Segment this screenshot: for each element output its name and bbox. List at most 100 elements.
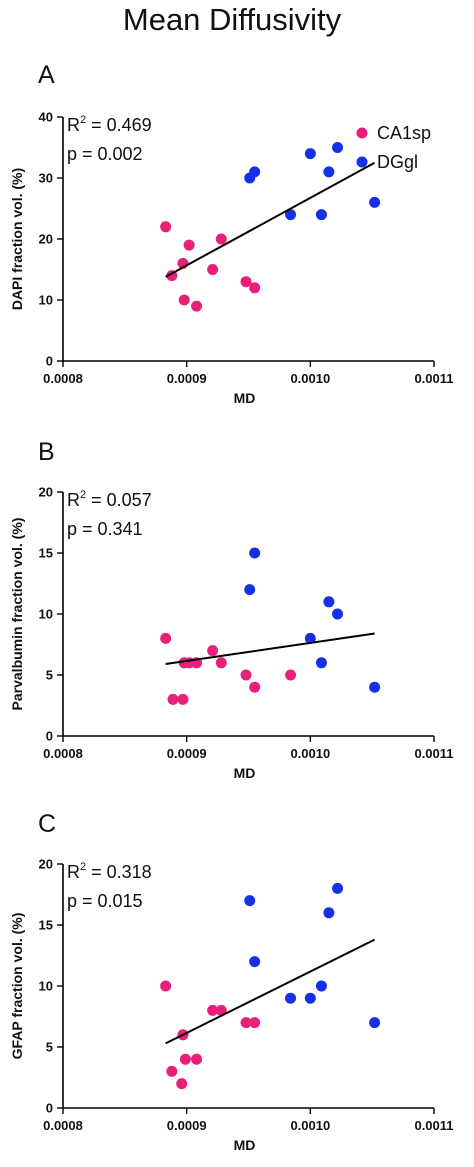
data-point-ca1sp [215, 657, 227, 669]
panel-letter-b: B [38, 438, 55, 466]
data-point-dggl [332, 142, 344, 153]
x-axis-title: MD [234, 390, 256, 406]
data-point-ca1sp [249, 1017, 261, 1029]
x-tick-label: 0.0011 [414, 1118, 453, 1133]
data-point-dggl [323, 166, 335, 178]
panel-letter-c: C [38, 810, 56, 838]
data-point-dggl [369, 196, 381, 208]
x-tick-label: 0.0008 [43, 1118, 83, 1133]
data-point-ca1sp [167, 693, 179, 705]
data-point-ca1sp [240, 276, 252, 288]
regression-line [165, 632, 375, 666]
figure-title: Mean Diffusivity [123, 2, 342, 37]
data-point-dggl [315, 980, 327, 992]
legend-marker-dggl [356, 156, 368, 168]
x-tick-label: 0.0010 [290, 1118, 330, 1133]
data-point-ca1sp [166, 1065, 178, 1077]
data-point-dggl [304, 148, 316, 160]
data-point-dggl [244, 584, 256, 596]
legend-marker-ca1sp [356, 127, 368, 139]
data-point-dggl [332, 882, 344, 894]
chart-panel-c: C 0 5 10 15 20 0.0008 0.0009 0.0010 0.0011 MD GFAP … [9, 810, 454, 1153]
data-point-ca1sp [160, 980, 172, 992]
data-point-ca1sp [285, 669, 297, 681]
data-point-dggl [369, 681, 381, 693]
data-point-ca1sp [240, 669, 252, 681]
y-tick-label: 10 [39, 979, 53, 994]
data-point-dggl [369, 1017, 381, 1029]
y-tick-label: 15 [39, 918, 53, 933]
data-point-dggl [249, 956, 261, 968]
data-point-ca1sp [160, 221, 172, 233]
r-squared-label: R2 = 0.469 [67, 114, 152, 135]
legend: CA1sp DGgl [356, 123, 431, 172]
y-tick-label: 20 [39, 232, 53, 247]
x-tick-label: 0.0011 [414, 746, 453, 761]
legend-item-ca1sp: CA1sp [356, 123, 431, 143]
data-point-ca1sp [249, 681, 261, 693]
chart-panels: A 0 10 20 30 40 0.0008 0.0009 0.0010 0.0011 MD DAPI… [9, 61, 454, 1153]
data-point-dggl [285, 992, 297, 1004]
data-point-ca1sp [177, 693, 189, 705]
data-point-ca1sp [191, 300, 203, 312]
x-tick-label: 0.0008 [43, 371, 83, 386]
x-axis-title: MD [234, 1137, 256, 1153]
x-tick-label: 0.0009 [167, 746, 207, 761]
p-value-label: p = 0.002 [67, 144, 143, 164]
panel-letter-a: A [38, 61, 55, 89]
y-tick-label: 20 [39, 485, 53, 500]
data-point-dggl [315, 209, 327, 221]
data-point-ca1sp [176, 1078, 188, 1090]
legend-label-ca1sp: CA1sp [377, 123, 431, 143]
y-tick-label: 5 [46, 1040, 53, 1055]
legend-item-dggl: DGgl [356, 152, 418, 172]
x-tick-label: 0.0008 [43, 746, 83, 761]
data-point-dggl [244, 895, 256, 907]
data-point-dggl [332, 608, 344, 620]
y-tick-label: 20 [39, 857, 53, 872]
data-point-ca1sp [215, 233, 227, 245]
data-point-ca1sp [207, 264, 219, 275]
x-axis-title: MD [234, 765, 256, 781]
p-value-label: p = 0.341 [67, 519, 143, 539]
data-point-ca1sp [207, 645, 219, 657]
data-point-dggl [249, 547, 261, 559]
regression-line [165, 161, 376, 278]
y-tick-label: 40 [39, 110, 53, 125]
x-tick-label: 0.0009 [167, 371, 207, 386]
y-tick-label: 30 [39, 171, 53, 186]
data-point-ca1sp [178, 294, 190, 306]
data-point-dggl [323, 596, 335, 608]
data-point-ca1sp [249, 282, 261, 294]
regression-line [165, 938, 376, 1045]
data-point-dggl [323, 907, 335, 919]
x-tick-label: 0.0010 [290, 371, 330, 386]
x-tick-label: 0.0011 [414, 371, 453, 386]
y-tick-label: 15 [39, 546, 53, 561]
data-point-dggl [304, 992, 316, 1004]
y-tick-label: 5 [46, 668, 53, 683]
data-point-ca1sp [215, 1004, 227, 1016]
data-point-ca1sp [207, 1004, 219, 1016]
data-point-dggl [304, 632, 316, 644]
y-tick-label: 0 [46, 729, 53, 744]
data-point-dggl [285, 209, 297, 221]
chart-panel-b: B 0 5 10 15 20 0.0008 0.0009 0.0010 0.0011 MD Parva… [9, 438, 454, 781]
y-tick-label: 10 [39, 293, 53, 308]
data-point-dggl [315, 657, 327, 669]
data-point-ca1sp [160, 632, 172, 644]
data-point-dggl [249, 166, 261, 178]
y-tick-label: 0 [46, 1101, 53, 1116]
x-tick-label: 0.0010 [290, 746, 330, 761]
p-value-label: p = 0.015 [67, 891, 143, 911]
y-axis-title: DAPI fraction vol. (%) [9, 168, 25, 310]
r-squared-label: R2 = 0.057 [67, 489, 152, 510]
legend-label-dggl: DGgl [377, 152, 418, 172]
data-point-ca1sp [179, 1053, 191, 1065]
y-axis-title: GFAP fraction vol. (%) [9, 913, 25, 1060]
data-point-ca1sp [183, 239, 195, 251]
r-squared-label: R2 = 0.318 [67, 861, 152, 882]
y-tick-label: 0 [46, 354, 53, 369]
data-point-ca1sp [191, 1053, 203, 1065]
